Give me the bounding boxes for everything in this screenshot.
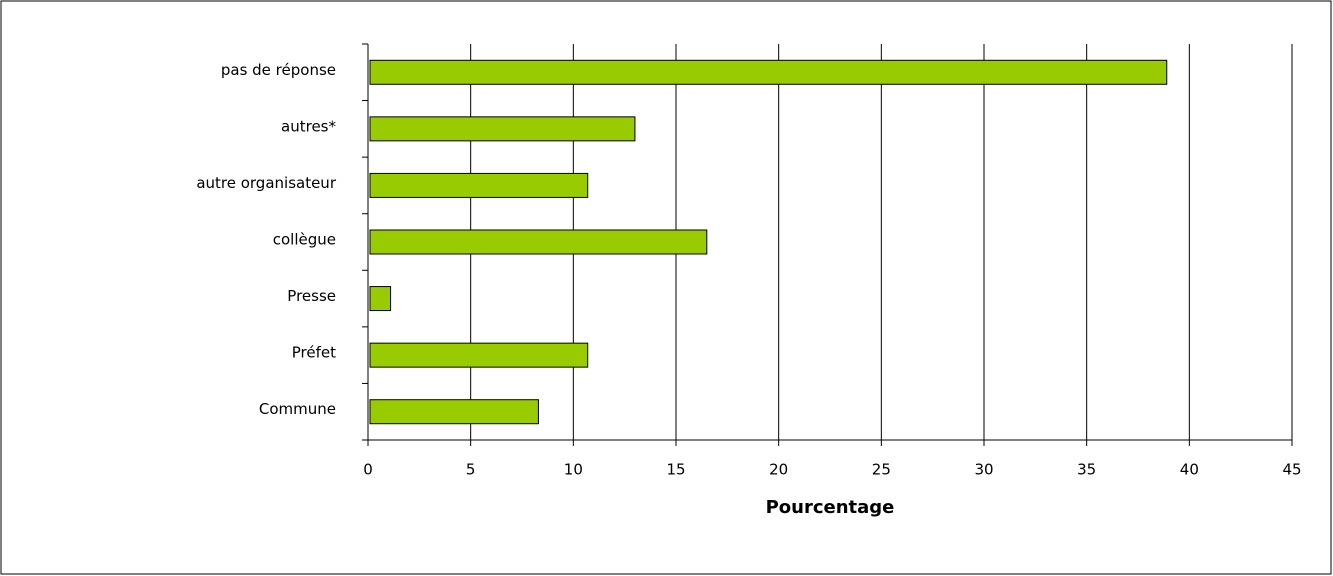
y-tick-label: Préfet <box>292 344 336 362</box>
y-tick-label: Commune <box>259 400 336 418</box>
y-tick-label: autre organisateur <box>196 174 337 192</box>
x-tick-label: 0 <box>363 461 373 479</box>
bar <box>369 286 392 312</box>
x-tick-label: 45 <box>1282 461 1301 479</box>
bar <box>369 399 539 425</box>
x-axis-title: Pourcentage <box>766 497 895 518</box>
y-tick-label: pas de réponse <box>221 61 336 79</box>
x-tick-label: 15 <box>666 461 685 479</box>
bar <box>369 229 708 255</box>
x-tick-label: 35 <box>1077 461 1096 479</box>
y-tick-label: collègue <box>273 231 336 249</box>
y-tick-label: autres* <box>281 117 336 135</box>
bar <box>369 116 636 142</box>
x-tick-label: 5 <box>466 461 476 479</box>
bar <box>369 342 589 368</box>
bar <box>369 59 1168 85</box>
x-tick-label: 30 <box>974 461 993 479</box>
y-tick-label: Presse <box>287 287 336 305</box>
x-tick-label: 10 <box>564 461 583 479</box>
bar <box>369 172 589 198</box>
x-tick-label: 25 <box>872 461 891 479</box>
x-tick-label: 20 <box>769 461 788 479</box>
x-tick-label: 40 <box>1180 461 1199 479</box>
